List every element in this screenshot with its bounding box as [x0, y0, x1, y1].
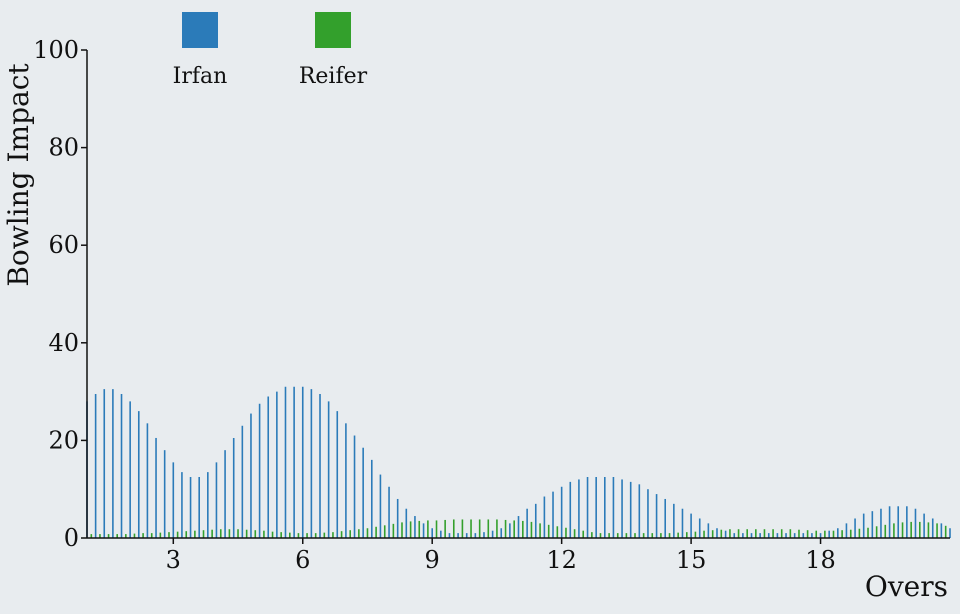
y-tick-label: 80 [48, 134, 79, 162]
x-tick-label: 18 [805, 546, 836, 574]
legend-swatch [182, 12, 218, 48]
x-tick-label: 6 [295, 546, 310, 574]
x-tick-label: 3 [166, 546, 181, 574]
ticks-layer: 0 20 40 60 80 100 3 6 9 12 15 18 [33, 36, 836, 574]
bars-layer [86, 386, 951, 538]
x-tick-label: 9 [425, 546, 440, 574]
legend-swatch [315, 12, 351, 48]
x-axis-title: Overs [865, 570, 948, 603]
y-tick-label: 40 [48, 329, 79, 357]
legend: Irfan Reifer [173, 12, 368, 89]
axes-layer [86, 50, 950, 539]
x-tick-label: 15 [676, 546, 707, 574]
y-tick-label: 60 [48, 231, 79, 259]
y-tick-label: 0 [64, 524, 79, 552]
series-irfan [86, 386, 951, 538]
legend-label: Reifer [299, 64, 368, 89]
legend-label: Irfan [173, 64, 228, 89]
y-tick-label: 100 [33, 36, 79, 64]
x-tick-label: 12 [546, 546, 577, 574]
legend-item-irfan: Irfan [173, 12, 228, 89]
series-reifer [90, 519, 947, 538]
y-axis-title: Bowling Impact [2, 63, 35, 287]
legend-item-reifer: Reifer [299, 12, 368, 89]
y-tick-label: 20 [48, 426, 79, 454]
